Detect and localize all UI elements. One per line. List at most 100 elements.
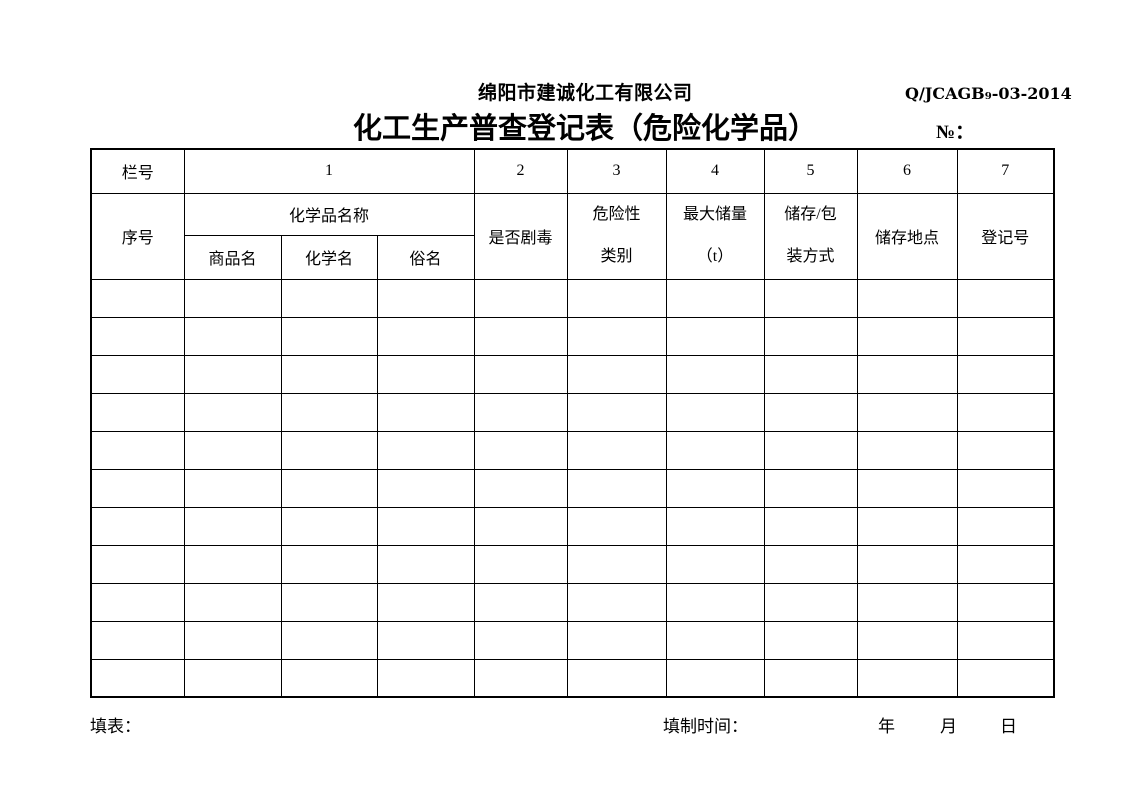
empty-cell (956, 392, 1055, 432)
table-row (90, 506, 1055, 546)
empty-cell (280, 316, 378, 356)
empty-cell (473, 544, 568, 584)
doc-code: Q/JCAGB₉-03-2014 (905, 84, 1072, 103)
empty-cell (376, 430, 475, 470)
empty-cell (665, 658, 765, 698)
empty-cell (376, 620, 475, 660)
empty-cell (566, 620, 667, 660)
empty-cell (665, 316, 765, 356)
year-label: 年 (878, 717, 895, 736)
empty-cell (473, 278, 568, 318)
empty-cell (90, 582, 185, 622)
empty-cell (183, 278, 282, 318)
month-label: 月 (940, 717, 957, 736)
header-cell-seq: 序号 (90, 192, 185, 280)
empty-cell (280, 658, 378, 698)
empty-cell (566, 544, 667, 584)
empty-cell (280, 620, 378, 660)
empty-cell (763, 620, 858, 660)
empty-cell (473, 658, 568, 698)
lane-cell-1: 1 (183, 148, 475, 194)
header-cell-storage-location: 储存地点 (856, 192, 958, 280)
empty-cell (183, 506, 282, 546)
empty-cell (856, 506, 958, 546)
empty-cell (376, 354, 475, 394)
empty-cell (376, 316, 475, 356)
empty-cell (856, 544, 958, 584)
header-cell-is-toxic: 是否剧毒 (473, 192, 568, 280)
empty-cell (856, 278, 958, 318)
empty-cell (856, 620, 958, 660)
empty-cell (956, 468, 1055, 508)
empty-cell (376, 582, 475, 622)
empty-cell (90, 392, 185, 432)
empty-cell (763, 392, 858, 432)
lane-cell-4: 4 (665, 148, 765, 194)
empty-cell (763, 582, 858, 622)
empty-cell (90, 278, 185, 318)
empty-cell (90, 506, 185, 546)
empty-cell (473, 468, 568, 508)
empty-cell (566, 468, 667, 508)
header-cell-chemical-name: 化学名 (280, 234, 378, 280)
empty-cell (763, 278, 858, 318)
empty-cell (856, 430, 958, 470)
fill-time-label: 填制时间： (663, 717, 748, 736)
empty-cell (473, 620, 568, 660)
day-label: 日 (1000, 717, 1017, 736)
empty-cell (763, 544, 858, 584)
empty-cell (183, 658, 282, 698)
empty-cell (566, 582, 667, 622)
empty-cell (665, 544, 765, 584)
table-row (90, 620, 1055, 660)
empty-cell (473, 392, 568, 432)
empty-cell (665, 468, 765, 508)
empty-cell (183, 392, 282, 432)
lane-cell-5: 5 (763, 148, 858, 194)
empty-cell (665, 582, 765, 622)
company-name: 绵阳市建诚化工有限公司 (478, 83, 693, 104)
empty-cell (566, 278, 667, 318)
empty-cell (956, 506, 1055, 546)
table-row (90, 392, 1055, 432)
header-row-lower: 商品名 化学名 俗名 (91, 234, 1054, 280)
empty-cell (183, 620, 282, 660)
empty-cell (956, 582, 1055, 622)
numero-label: №： (936, 122, 975, 143)
header-cell-common-name: 俗名 (376, 234, 475, 280)
empty-cell (566, 506, 667, 546)
empty-cell (763, 430, 858, 470)
empty-cell (90, 544, 185, 584)
lane-label-cell: 栏号 (90, 148, 185, 194)
empty-cell (763, 354, 858, 394)
table-row (90, 278, 1055, 318)
empty-cell (90, 316, 185, 356)
empty-cell (665, 392, 765, 432)
empty-cell (956, 430, 1055, 470)
empty-cell (763, 658, 858, 698)
empty-cell (473, 354, 568, 394)
lane-cell-2: 2 (473, 148, 568, 194)
empty-cell (956, 278, 1055, 318)
header-cell-max-storage: 最大储量 （t） (665, 192, 765, 280)
empty-cell (665, 278, 765, 318)
empty-cell (763, 506, 858, 546)
lane-number-row: 栏号 1 2 3 4 5 6 7 (90, 148, 1055, 194)
lane-cell-6: 6 (856, 148, 958, 194)
lane-cell-7: 7 (956, 148, 1055, 194)
empty-cell (473, 506, 568, 546)
empty-cell (856, 658, 958, 698)
header-cell-hazard-class: 危险性 类别 (566, 192, 667, 280)
empty-cell (956, 544, 1055, 584)
empty-cell (665, 506, 765, 546)
empty-cell (665, 430, 765, 470)
form-title: 化工生产普查登记表（危险化学品） (353, 113, 818, 145)
empty-cell (566, 658, 667, 698)
empty-cell (956, 620, 1055, 660)
empty-cell (280, 278, 378, 318)
empty-cell (183, 544, 282, 584)
empty-cell (90, 658, 185, 698)
header-cell-chem-name-group: 化学品名称 (183, 192, 475, 236)
empty-cell (473, 582, 568, 622)
